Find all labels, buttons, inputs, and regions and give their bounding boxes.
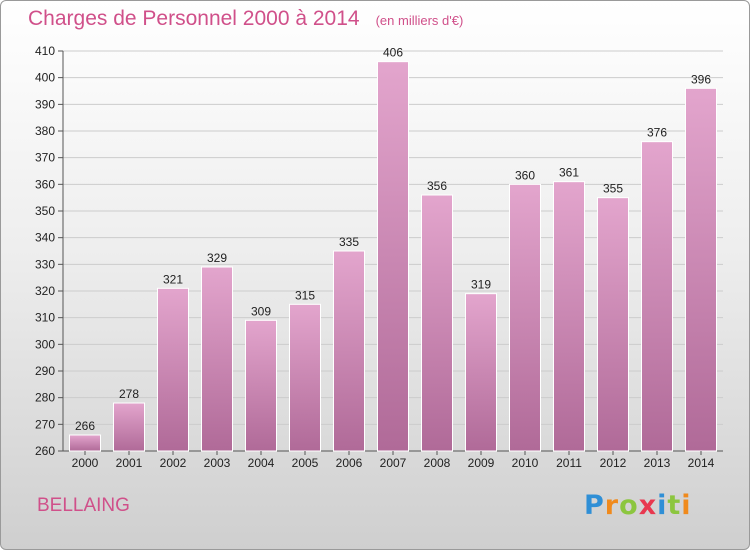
bar [289,303,321,452]
bar [201,266,233,452]
bar-value-label: 361 [559,166,579,180]
x-tick-label: 2014 [688,456,715,470]
x-tick-label: 2001 [116,456,143,470]
bar-value-label: 278 [119,387,139,401]
x-tick-label: 2006 [336,456,363,470]
x-tick-label: 2007 [380,456,407,470]
bar-value-label: 319 [471,278,491,292]
logo-letter: o [619,490,639,521]
bar-value-label: 309 [251,304,271,318]
chart-title: Charges de Personnel 2000 à 2014 (en mill… [28,7,463,31]
y-tick-label: 260 [35,444,55,458]
bar [553,181,585,452]
bar-value-label: 360 [515,168,535,182]
y-tick-label: 370 [35,151,55,165]
bar-value-label: 396 [691,72,711,86]
bar [421,194,453,452]
x-tick-label: 2003 [204,456,231,470]
y-tick-label: 320 [35,284,55,298]
x-tick-label: 2002 [160,456,187,470]
y-tick-label: 310 [35,311,55,325]
logo-letter: i [657,490,668,521]
bar [69,434,101,452]
y-tick-label: 290 [35,364,55,378]
bar [157,287,189,452]
bar [377,61,409,452]
x-tick-label: 2005 [292,456,319,470]
x-tick-label: 2010 [512,456,539,470]
x-tick-label: 2004 [248,456,275,470]
y-tick-label: 380 [35,124,55,138]
bar [509,183,541,452]
x-tick-label: 2009 [468,456,495,470]
bar-value-label: 335 [339,235,359,249]
y-tick-label: 280 [35,391,55,405]
bar [685,87,717,452]
bar [465,293,497,452]
y-tick-label: 300 [35,337,55,351]
logo-letter: t [667,490,682,521]
location-label: BELLAING [37,495,130,516]
x-tick-label: 2012 [600,456,627,470]
bar [333,250,365,452]
y-tick-label: 340 [35,231,55,245]
x-tick-label: 2000 [72,456,99,470]
bar-value-label: 376 [647,126,667,140]
chart-title-text: Charges de Personnel 2000 à 2014 [28,7,360,30]
bar-value-label: 329 [207,251,227,265]
x-tick-label: 2011 [556,456,582,470]
bar [597,197,629,452]
x-tick-label: 2013 [644,456,671,470]
bar [641,141,673,452]
bar [113,402,145,452]
y-tick-label: 400 [35,71,55,85]
y-tick-label: 410 [35,44,55,58]
y-tick-label: 330 [35,257,55,271]
logo-letter: P [584,490,605,521]
bar-value-label: 321 [163,272,183,286]
y-tick-label: 390 [35,97,55,111]
chart-subtitle: (en milliers d'€) [375,13,464,28]
logo-letter: x [638,490,658,521]
bar-value-label: 355 [603,182,623,196]
bar-value-label: 406 [383,46,403,60]
bar-value-label: 315 [295,288,315,302]
y-tick-label: 270 [35,417,55,431]
y-tick-label: 350 [35,204,55,218]
logo-letter: i [681,490,692,521]
y-tick-label: 360 [35,177,55,191]
bar [245,319,277,452]
bar-value-label: 266 [75,419,95,433]
x-tick-label: 2008 [424,456,451,470]
proxiti-logo: Proxiti [584,490,692,521]
bar-value-label: 356 [427,179,447,193]
logo-letter: r [604,490,620,521]
